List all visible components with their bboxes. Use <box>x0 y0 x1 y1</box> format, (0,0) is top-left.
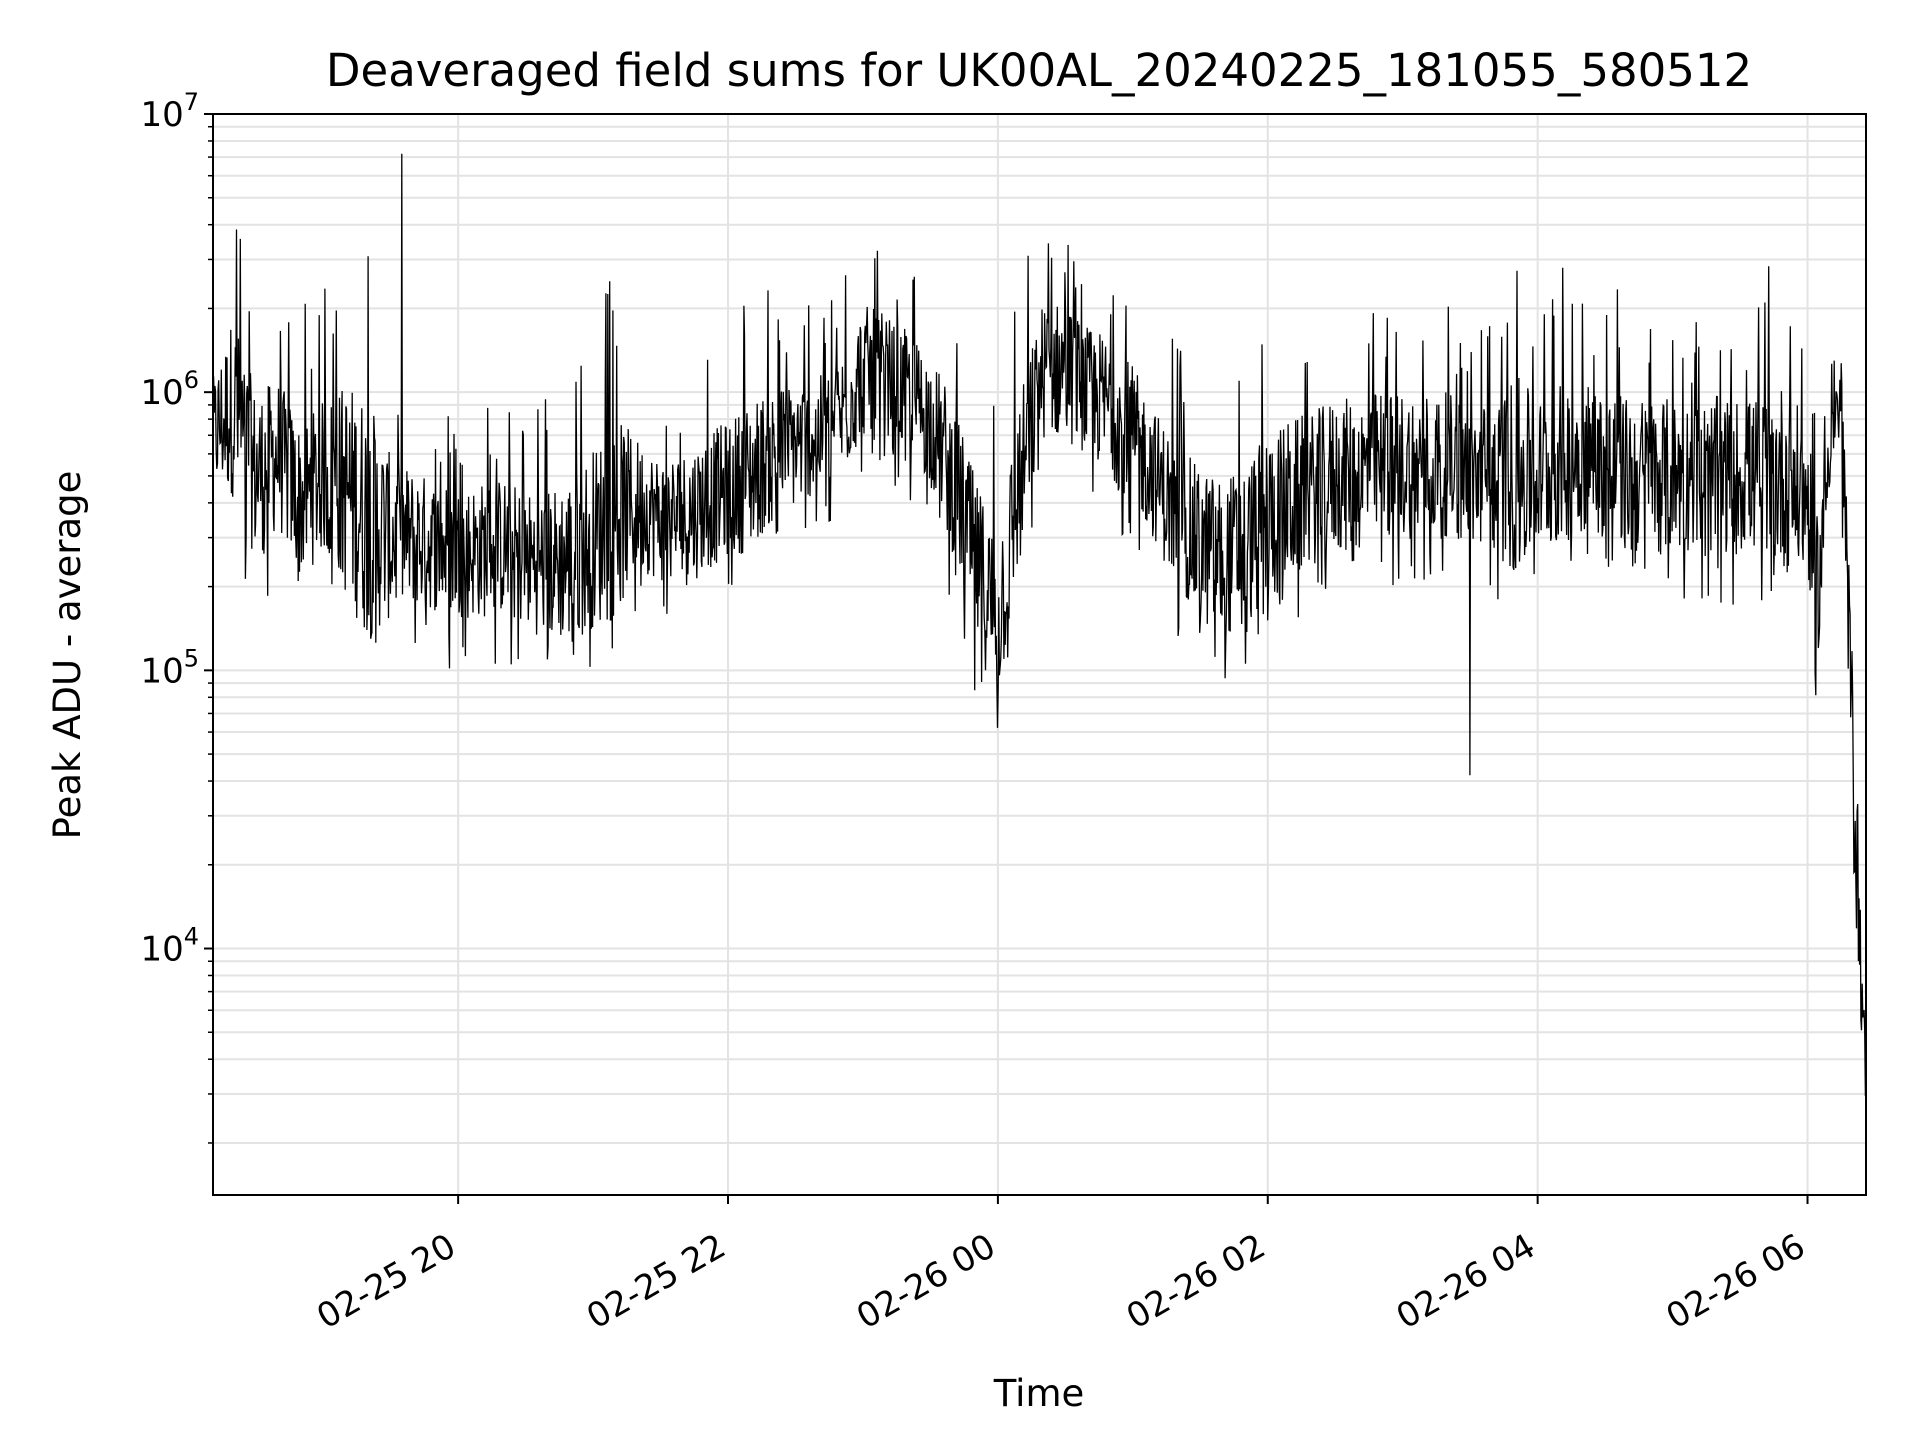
plot-frame <box>212 113 1867 1196</box>
x-axis-label: Time <box>993 1372 1085 1415</box>
y-tick-label: 107 <box>140 88 199 135</box>
chart-title: Deaveraged field sums for UK00AL_2024022… <box>326 44 1752 97</box>
y-tick-label: 106 <box>140 366 199 413</box>
y-tick-label: 104 <box>140 923 199 970</box>
y-axis-label: Peak ADU - average <box>46 471 89 840</box>
series-path <box>212 153 1867 1097</box>
series-line <box>212 153 1867 1097</box>
y-tick-label: 105 <box>140 644 199 691</box>
